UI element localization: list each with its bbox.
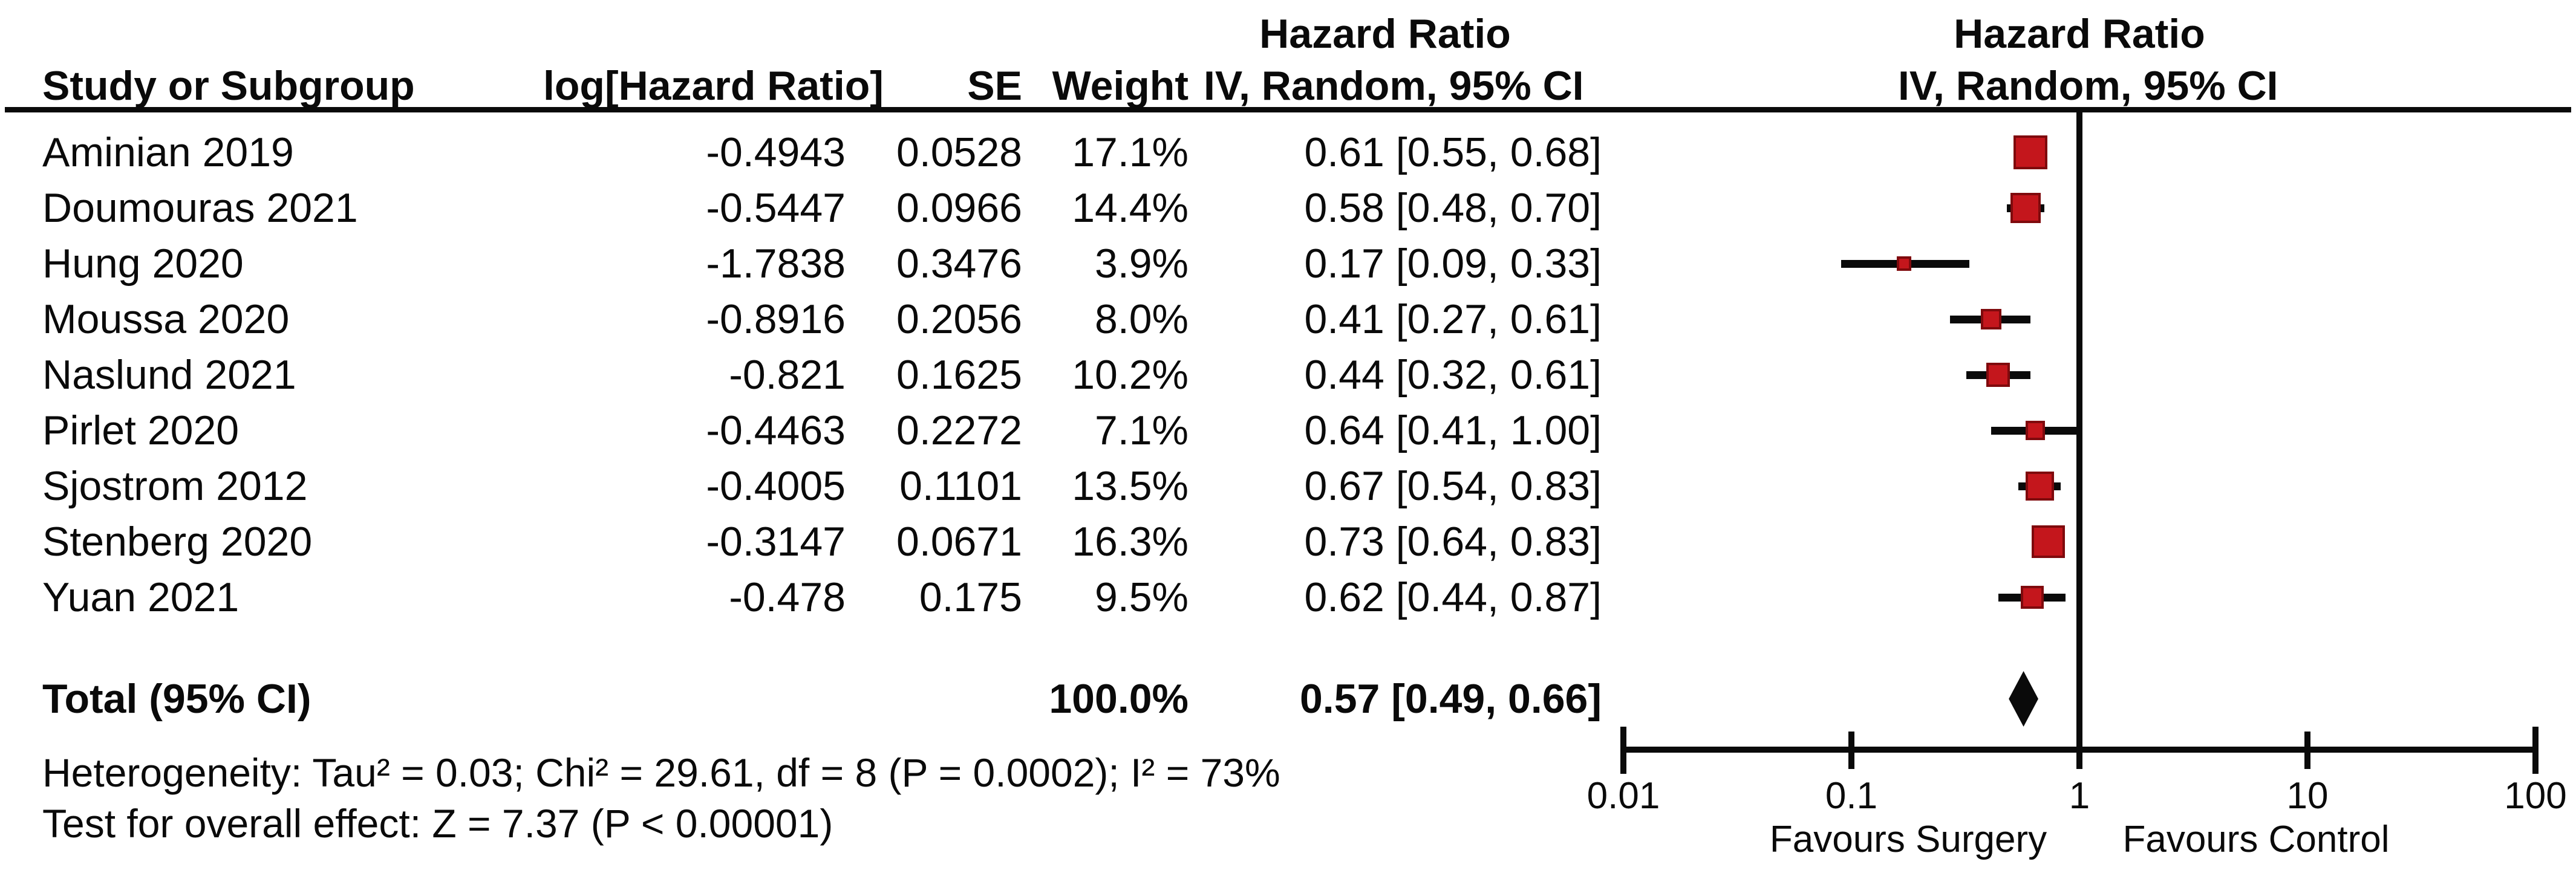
effect-square <box>1986 363 2010 387</box>
axis-tick-label: 0.1 <box>1825 775 1878 817</box>
total-weight: 100.0% <box>1049 676 1189 722</box>
axis-tick-label: 0.01 <box>1586 775 1660 817</box>
favours-right-label: Favours Control <box>2122 819 2390 860</box>
hr-ci-value: 0.44 [0.32, 0.61] <box>1304 352 1602 398</box>
study-name: Sjostrom 2012 <box>42 463 308 509</box>
se-value: 0.1101 <box>899 463 1022 509</box>
study-row: Aminian 2019 -0.4943 0.0528 17.1% 0.61 [… <box>0 125 2576 180</box>
study-name: Naslund 2021 <box>42 352 296 398</box>
log-hr-value: -0.821 <box>729 352 846 398</box>
weight-column-header: Weight <box>1052 63 1189 109</box>
weight-value: 9.5% <box>1095 574 1189 620</box>
heterogeneity-line: Heterogeneity: Tau² = 0.03; Chi² = 29.61… <box>0 745 2576 800</box>
se-value: 0.0528 <box>896 129 1022 175</box>
hr-ci-value: 0.41 [0.27, 0.61] <box>1304 296 1602 342</box>
effect-square <box>2020 586 2044 609</box>
study-row: Doumouras 2021 -0.5447 0.0966 14.4% 0.58… <box>0 180 2576 236</box>
header-line-1: Hazard Ratio Hazard Ratio <box>0 6 2576 62</box>
study-name: Yuan 2021 <box>42 574 240 620</box>
effect-square <box>1981 309 2002 329</box>
study-row: Hung 2020 -1.7838 0.3476 3.9% 0.17 [0.09… <box>0 236 2576 291</box>
study-row: Moussa 2020 -0.8916 0.2056 8.0% 0.41 [0.… <box>0 291 2576 347</box>
total-label: Total (95% CI) <box>42 676 311 722</box>
heterogeneity-text: Heterogeneity: Tau² = 0.03; Chi² = 29.61… <box>42 750 1280 795</box>
header-rule <box>5 107 2571 112</box>
se-value: 0.2056 <box>896 296 1022 342</box>
study-row: Naslund 2021 -0.821 0.1625 10.2% 0.44 [0… <box>0 347 2576 403</box>
study-name: Stenberg 2020 <box>42 519 313 565</box>
null-effect-line <box>2076 112 2082 753</box>
weight-value: 16.3% <box>1072 519 1189 565</box>
se-value: 0.0671 <box>896 519 1022 565</box>
se-value: 0.2272 <box>896 407 1022 453</box>
log-hr-value: -1.7838 <box>706 241 846 287</box>
axis-tick-label: 1 <box>2069 775 2090 817</box>
study-row: Stenberg 2020 -0.3147 0.0671 16.3% 0.73 … <box>0 514 2576 569</box>
axis-tick <box>2532 727 2539 774</box>
effect-square <box>2013 135 2048 170</box>
favours-left-label: Favours Surgery <box>1769 819 2047 860</box>
hr-ci-value: 0.73 [0.64, 0.83] <box>1304 519 1602 565</box>
total-row: Total (95% CI) 100.0% 0.57 [0.49, 0.66] <box>0 671 2576 727</box>
plot-column-header: IV, Random, 95% CI <box>1898 63 2278 109</box>
weight-value: 17.1% <box>1072 129 1189 175</box>
study-name: Hung 2020 <box>42 241 244 287</box>
se-value: 0.3476 <box>896 241 1022 287</box>
study-row: Yuan 2021 -0.478 0.175 9.5% 0.62 [0.44, … <box>0 569 2576 625</box>
log-hr-value: -0.478 <box>729 574 846 620</box>
effect-square <box>2026 421 2045 440</box>
effect-square <box>1897 256 1911 271</box>
se-column-header: SE <box>967 63 1022 109</box>
log-hr-column-header: log[Hazard Ratio] <box>543 63 884 109</box>
se-value: 0.0966 <box>896 185 1022 231</box>
hazard-ratio-column-title: Hazard Ratio <box>1259 11 1511 57</box>
log-hr-value: -0.3147 <box>706 519 846 565</box>
weight-value: 8.0% <box>1095 296 1189 342</box>
log-hr-value: -0.4005 <box>706 463 846 509</box>
header-line-2: Study or Subgroup log[Hazard Ratio] SE W… <box>0 58 2576 114</box>
study-row: Sjostrom 2012 -0.4005 0.1101 13.5% 0.67 … <box>0 458 2576 514</box>
axis-tick <box>2304 732 2310 769</box>
log-hr-value: -0.4943 <box>706 129 846 175</box>
effect-square <box>2025 472 2055 501</box>
study-name: Pirlet 2020 <box>42 407 240 453</box>
hr-ci-value: 0.58 [0.48, 0.70] <box>1304 185 1602 231</box>
weight-value: 14.4% <box>1072 185 1189 231</box>
hr-ci-value: 0.61 [0.55, 0.68] <box>1304 129 1602 175</box>
effect-square <box>2032 525 2065 559</box>
axis-tick <box>2076 732 2082 769</box>
weight-value: 13.5% <box>1072 463 1189 509</box>
weight-value: 7.1% <box>1095 407 1189 453</box>
weight-value: 3.9% <box>1095 241 1189 287</box>
hr-ci-value: 0.17 [0.09, 0.33] <box>1304 241 1602 287</box>
se-value: 0.175 <box>919 574 1022 620</box>
axis-tick <box>1620 727 1626 774</box>
hr-ci-value: 0.62 [0.44, 0.87] <box>1304 574 1602 620</box>
overall-effect-line: Test for overall effect: Z = 7.37 (P < 0… <box>0 796 2576 851</box>
effect-square <box>2010 193 2041 223</box>
study-name: Moussa 2020 <box>42 296 290 342</box>
hazard-ratio-plot-title: Hazard Ratio <box>1954 11 2205 57</box>
log-hr-value: -0.5447 <box>706 185 846 231</box>
study-name: Doumouras 2021 <box>42 185 358 231</box>
study-column-header: Study or Subgroup <box>42 63 415 109</box>
study-name: Aminian 2019 <box>42 129 294 175</box>
overall-effect-text: Test for overall effect: Z = 7.37 (P < 0… <box>42 801 833 846</box>
log-hr-value: -0.4463 <box>706 407 846 453</box>
ci-column-header: IV, Random, 95% CI <box>1204 63 1584 109</box>
hr-ci-value: 0.67 [0.54, 0.83] <box>1304 463 1602 509</box>
log-hr-value: -0.8916 <box>706 296 846 342</box>
axis-tick-label: 100 <box>2504 775 2567 817</box>
weight-value: 10.2% <box>1072 352 1189 398</box>
axis-tick-label: 10 <box>2286 775 2329 817</box>
total-hr-ci: 0.57 [0.49, 0.66] <box>1299 676 1602 722</box>
study-row: Pirlet 2020 -0.4463 0.2272 7.1% 0.64 [0.… <box>0 403 2576 458</box>
se-value: 0.1625 <box>896 352 1022 398</box>
axis-tick <box>1848 732 1854 769</box>
hr-ci-value: 0.64 [0.41, 1.00] <box>1304 407 1602 453</box>
